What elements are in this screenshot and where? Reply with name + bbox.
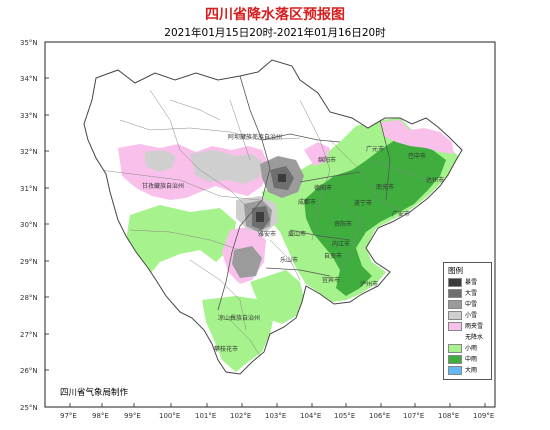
lon-label: 99°E	[124, 412, 141, 420]
region-label-neijiang: 内江市	[332, 240, 350, 248]
lon-label: 108°E	[438, 412, 459, 420]
lat-label: 25°N	[20, 404, 38, 412]
region-label-mianyang: 绵阳市	[318, 156, 336, 164]
map-title: 四川省降水落区预报图	[205, 7, 345, 23]
lon-label: 104°E	[300, 412, 321, 420]
legend-item: 无降水	[448, 333, 490, 342]
blizzard-area	[278, 174, 286, 182]
lon-label: 97°E	[60, 412, 77, 420]
county-boundaries	[99, 89, 431, 357]
map-subtitle: 2021年01月15日20时-2021年01月16日20时	[164, 27, 386, 39]
legend-item: 暴雪	[448, 278, 490, 287]
lat-label: 32°N	[20, 148, 38, 156]
legend-label: 雨夹雪	[465, 323, 484, 330]
legend-item: 大雪	[448, 289, 490, 298]
legend-swatch	[448, 300, 462, 309]
prefecture-boundaries	[217, 75, 391, 311]
lon-ticks	[69, 403, 486, 407]
lon-label: 102°E	[230, 412, 251, 420]
legend-label: 中雪	[465, 301, 478, 308]
legend-item: 小雨	[448, 344, 490, 353]
legend-item: 大雨	[448, 366, 490, 375]
moderate-rain-area	[304, 138, 446, 296]
city-labels: 阿坝藏族羌族自治州 甘孜藏族自治州 凉山彝族自治州 攀枝花市 广元市 巴中市 达…	[142, 133, 444, 353]
region-label-chengdu: 成都市	[298, 198, 316, 206]
legend-label: 大雨	[465, 367, 478, 374]
lat-label: 26°N	[20, 367, 38, 375]
region-label-yaan: 雅安市	[258, 230, 276, 238]
lat-label: 27°N	[20, 331, 38, 339]
lon-label: 98°E	[92, 412, 109, 420]
region-label-bazhong: 巴中市	[408, 152, 426, 160]
region-label-ziyang: 资阳市	[334, 220, 352, 228]
region-label-liangshan: 凉山彝族自治州	[218, 314, 260, 322]
sleet-area-mianyang	[304, 142, 330, 166]
legend-item: 小雪	[448, 311, 490, 320]
legend-swatch	[448, 344, 462, 353]
lon-label: 100°E	[159, 412, 180, 420]
region-label-yibin: 宜宾市	[322, 276, 340, 284]
lon-label: 106°E	[369, 412, 390, 420]
lon-label: 101°E	[195, 412, 216, 420]
region-label-suining: 遂宁市	[354, 199, 372, 207]
lat-label: 35°N	[20, 39, 38, 47]
light-rain-area-south	[202, 296, 274, 372]
light-snow-area	[144, 150, 176, 172]
legend: 图例 暴雪 大雪 中雪 小雪 雨夹雪 无降水 小雨	[443, 262, 492, 380]
legend-label: 中雨	[465, 356, 478, 363]
legend-swatch	[448, 289, 462, 298]
region-label-luzhou: 泸州市	[360, 280, 378, 288]
region-label-ganzi: 甘孜藏族自治州	[142, 182, 184, 190]
blizzard-area	[256, 212, 264, 222]
legend-swatch	[448, 333, 462, 342]
province-outline	[83, 59, 463, 375]
light-rain-area-southeast	[250, 270, 304, 324]
moderate-snow-area	[232, 246, 262, 278]
legend-label: 小雪	[465, 312, 478, 319]
lon-labels: 97°E 98°E 99°E 100°E 101°E 102°E 103°E 1…	[60, 412, 494, 420]
sleet-area-northeast	[380, 120, 454, 154]
legend-label: 无降水	[465, 334, 484, 341]
region-label-zigong: 自贡市	[324, 252, 342, 260]
lat-label: 34°N	[20, 75, 38, 83]
lat-label: 29°N	[20, 258, 38, 266]
legend-swatch	[448, 322, 462, 331]
legend-item: 雨夹雪	[448, 322, 490, 331]
region-label-panzhihua: 攀枝花市	[214, 345, 238, 353]
lon-label: 107°E	[403, 412, 424, 420]
legend-swatch	[448, 366, 462, 375]
lat-label: 31°N	[20, 185, 38, 193]
lon-label: 105°E	[334, 412, 355, 420]
lat-label: 33°N	[20, 112, 38, 120]
lat-ticks	[45, 41, 49, 408]
legend-swatch	[448, 311, 462, 320]
lon-label: 103°E	[265, 412, 286, 420]
lat-label: 30°N	[20, 221, 38, 229]
region-label-deyang: 德阳市	[314, 184, 332, 192]
light-rain-area-west	[126, 205, 236, 274]
legend-label: 小雨	[465, 345, 478, 352]
region-label-guangyuan: 广元市	[366, 145, 384, 153]
legend-item: 中雨	[448, 355, 490, 364]
lon-label: 109°E	[473, 412, 494, 420]
legend-item: 中雪	[448, 300, 490, 309]
region-label-meishan: 眉山市	[288, 230, 306, 238]
legend-swatch	[448, 278, 462, 287]
region-label-aba: 阿坝藏族羌族自治州	[228, 133, 282, 141]
legend-label: 大雪	[465, 290, 478, 297]
legend-title: 图例	[448, 266, 463, 275]
lat-labels: 35°N 34°N 33°N 32°N 31°N 30°N 29°N 28°N …	[20, 39, 38, 412]
legend-label: 暴雪	[465, 279, 478, 286]
region-label-guangan: 广安市	[392, 210, 410, 218]
lat-label: 28°N	[20, 294, 38, 302]
credit-text: 四川省气象局制作	[60, 388, 129, 398]
legend-swatch	[448, 355, 462, 364]
precipitation-areas	[118, 118, 460, 372]
region-label-dazhou: 达州市	[426, 176, 444, 184]
region-label-leshan: 乐山市	[280, 256, 298, 264]
region-label-nanchong: 南充市	[376, 183, 394, 191]
